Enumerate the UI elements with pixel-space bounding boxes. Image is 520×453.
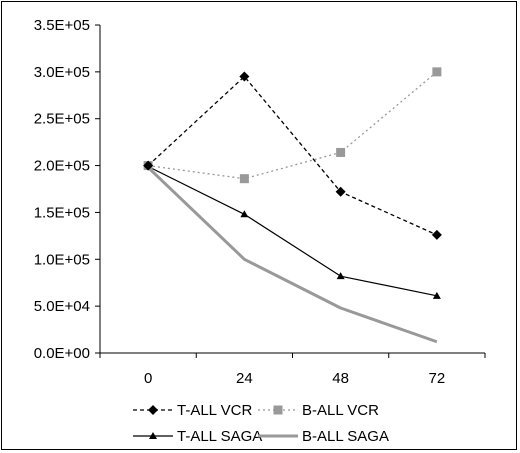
data-point [432,67,442,77]
series-b-all-vcr [143,67,442,184]
x-tick-label: 24 [236,370,253,387]
y-tick-label: 2.5E+05 [34,111,90,128]
data-point [143,160,154,171]
y-tick-label: 0.0E+00 [34,345,90,362]
y-tick-label: 1.0E+05 [34,251,90,268]
data-point [148,405,158,415]
data-point [240,210,249,218]
x-axis: 0 24 48 72 [99,352,486,387]
legend-label: B-ALL SAGA [302,428,389,445]
legend-item: B-ALL SAGA [258,428,389,445]
legend-label: T-ALL SAGA [177,428,262,445]
data-point [149,432,157,439]
x-tick-label: 0 [144,370,152,387]
legend-item: T-ALL VCR [133,402,252,419]
series-layer [143,67,442,344]
legend-label: B-ALL VCR [302,402,379,419]
series-t-all-saga [144,162,441,299]
legend-label: T-ALL VCR [177,402,252,419]
y-tick-label: 3.5E+05 [34,17,90,34]
series-t-all-vcr [143,71,442,240]
y-axis: 0.0E+00 5.0E+04 1.0E+05 1.5E+05 2.0E+05 2.5E+… [34,17,101,362]
series-line [147,165,437,297]
data-point [239,71,250,82]
data-point [431,229,442,240]
series-line [147,166,438,344]
series-line [147,75,438,236]
y-tick-label: 1.5E+05 [34,204,90,221]
data-point [273,405,283,415]
data-point [239,174,249,184]
y-tick-label: 3.0E+05 [34,64,90,81]
data-point [335,186,346,197]
y-tick-label: 2.0E+05 [34,158,90,175]
series-b-all-saga [147,166,438,344]
data-point [336,147,346,157]
data-point [432,291,441,299]
legend-item: B-ALL VCR [258,402,379,419]
legend-item: T-ALL SAGA [133,428,262,445]
data-point [336,272,345,280]
legend: T-ALL VCR B-ALL VCR T-ALL SAGA B-ALL SAGA [133,402,389,445]
y-tick-label: 5.0E+04 [34,298,90,315]
x-tick-label: 48 [332,370,349,387]
x-tick-label: 72 [429,370,446,387]
